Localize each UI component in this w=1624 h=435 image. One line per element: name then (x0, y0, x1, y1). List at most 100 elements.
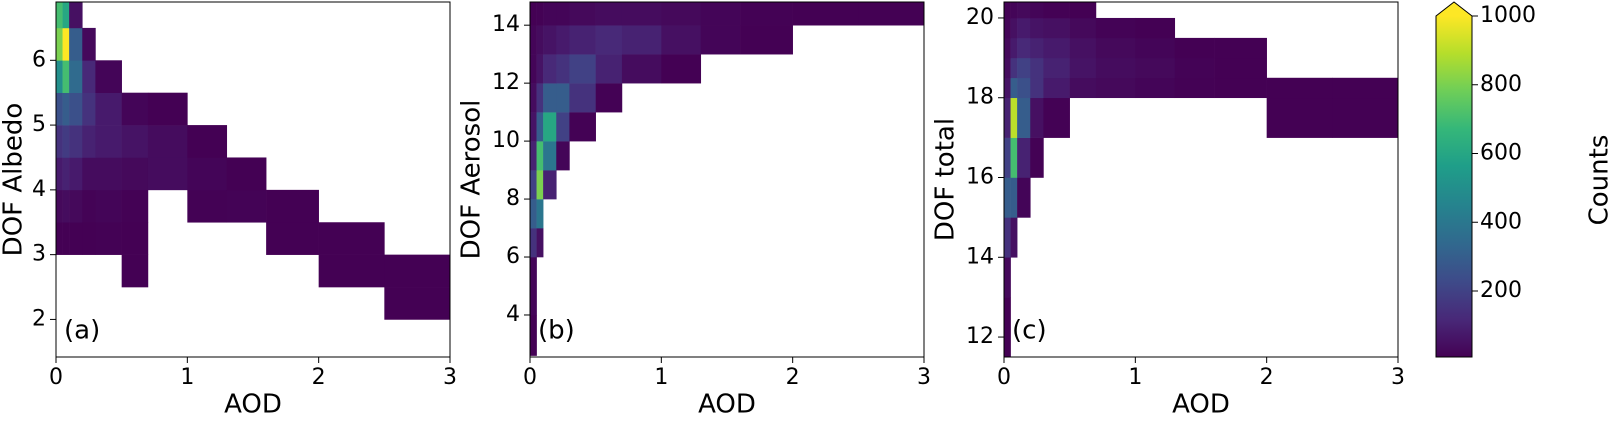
hist-cell (1135, 17, 1176, 39)
hist-cell (318, 222, 385, 255)
hist-cell (556, 112, 570, 142)
hist-cell (530, 141, 537, 171)
hist-cell (1004, 77, 1011, 99)
y-tick-label: 4 (506, 302, 520, 327)
hist-cell (56, 125, 63, 158)
hist-cell (1010, 57, 1018, 79)
y-axis-label: DOF total (931, 118, 961, 241)
hist-cell (1030, 2, 1044, 19)
hist-cell (569, 112, 596, 142)
hist-cell (1069, 77, 1097, 99)
hist-cell (121, 157, 149, 191)
hist-cell (62, 189, 70, 223)
hist-cell (82, 92, 96, 126)
hist-cell (1004, 17, 1011, 39)
hist-cell (1004, 57, 1011, 79)
hist-cell (536, 199, 544, 229)
y-tick-label: 5 (32, 112, 46, 137)
hist-cell (530, 199, 537, 229)
x-tick-label: 3 (917, 365, 931, 390)
hist-cell (62, 157, 70, 191)
x-axis-label: AOD (1172, 390, 1230, 420)
hist-cell (1010, 177, 1018, 218)
hist-cell (69, 60, 83, 93)
hist-cell (95, 125, 122, 158)
hist-cell (1030, 137, 1044, 178)
x-tick-label: 1 (654, 365, 668, 390)
hist-cell (69, 125, 83, 158)
hist-cell (595, 83, 623, 113)
hist-cell (569, 54, 596, 84)
y-tick-label: 12 (966, 324, 994, 349)
y-tick-label: 18 (966, 85, 994, 110)
hist-cell (1174, 37, 1215, 59)
hist-cell (187, 189, 228, 223)
hist-cell (661, 54, 702, 84)
hist-cell (1004, 257, 1011, 298)
hist-cell (1017, 97, 1031, 138)
x-tick-label: 2 (1260, 365, 1274, 390)
hist-cell (121, 92, 149, 126)
hist-cell (62, 27, 70, 61)
hist-cell (858, 2, 925, 26)
hist-cell (1004, 37, 1011, 59)
hist-cell (56, 157, 63, 191)
hist-cell (1010, 37, 1018, 59)
hist-cell (384, 254, 451, 288)
hist-cell (82, 189, 96, 223)
x-tick-label: 1 (1128, 365, 1142, 390)
hist-cell (530, 170, 537, 200)
hist-cell (1004, 97, 1011, 138)
x-axis-label: AOD (698, 390, 756, 420)
hist-cell (121, 189, 149, 223)
hist-cell (536, 112, 544, 142)
hist-cell (661, 25, 702, 55)
x-tick-label: 2 (786, 365, 800, 390)
x-tick-label: 0 (49, 365, 63, 390)
hist-cell (1069, 37, 1097, 59)
hist-cell (1017, 57, 1031, 79)
x-axis-label: AOD (224, 390, 282, 420)
hist-cell (147, 157, 188, 191)
hist-cell (1214, 77, 1267, 99)
hist-cell (700, 2, 741, 26)
hist-cell (147, 92, 188, 126)
hist-cell (56, 92, 63, 126)
hist-cell (1010, 17, 1018, 39)
hist-cell (56, 2, 63, 29)
hist-cell (82, 157, 96, 191)
hist-cell (543, 170, 557, 200)
hist-cell (1017, 137, 1031, 178)
y-tick-label: 2 (32, 306, 46, 331)
y-tick-label: 10 (492, 128, 520, 153)
hist-cell (1004, 137, 1011, 178)
hist-cell (69, 27, 83, 61)
hist-cell (1017, 77, 1031, 99)
hist-cell (1043, 57, 1070, 79)
hist-cell (62, 92, 70, 126)
y-tick-label: 6 (32, 47, 46, 72)
hist-cell (536, 83, 544, 113)
hist-cell (82, 125, 96, 158)
y-tick-label: 20 (966, 5, 994, 30)
hist-cell (530, 112, 537, 142)
hist-cell (661, 2, 702, 26)
hist-cell (556, 54, 570, 84)
hist-cell (700, 25, 741, 55)
hist-cell (536, 170, 544, 200)
hist-cell (543, 141, 557, 171)
hist-cell (69, 189, 83, 223)
hist-cell (62, 60, 70, 93)
hist-cell (226, 189, 267, 223)
hist-cell (1010, 137, 1018, 178)
colorbar-tick-label: 600 (1480, 141, 1522, 166)
hist-cell (1004, 2, 1011, 19)
hist-cell (1095, 17, 1136, 39)
hist-cell (56, 60, 63, 93)
y-axis-label: DOF Albedo (0, 103, 29, 257)
colorbar-tick-label: 1000 (1480, 3, 1536, 28)
hist-cell (62, 2, 70, 29)
panel-label: (a) (64, 316, 100, 346)
colorbar-tick-label: 400 (1480, 209, 1522, 234)
